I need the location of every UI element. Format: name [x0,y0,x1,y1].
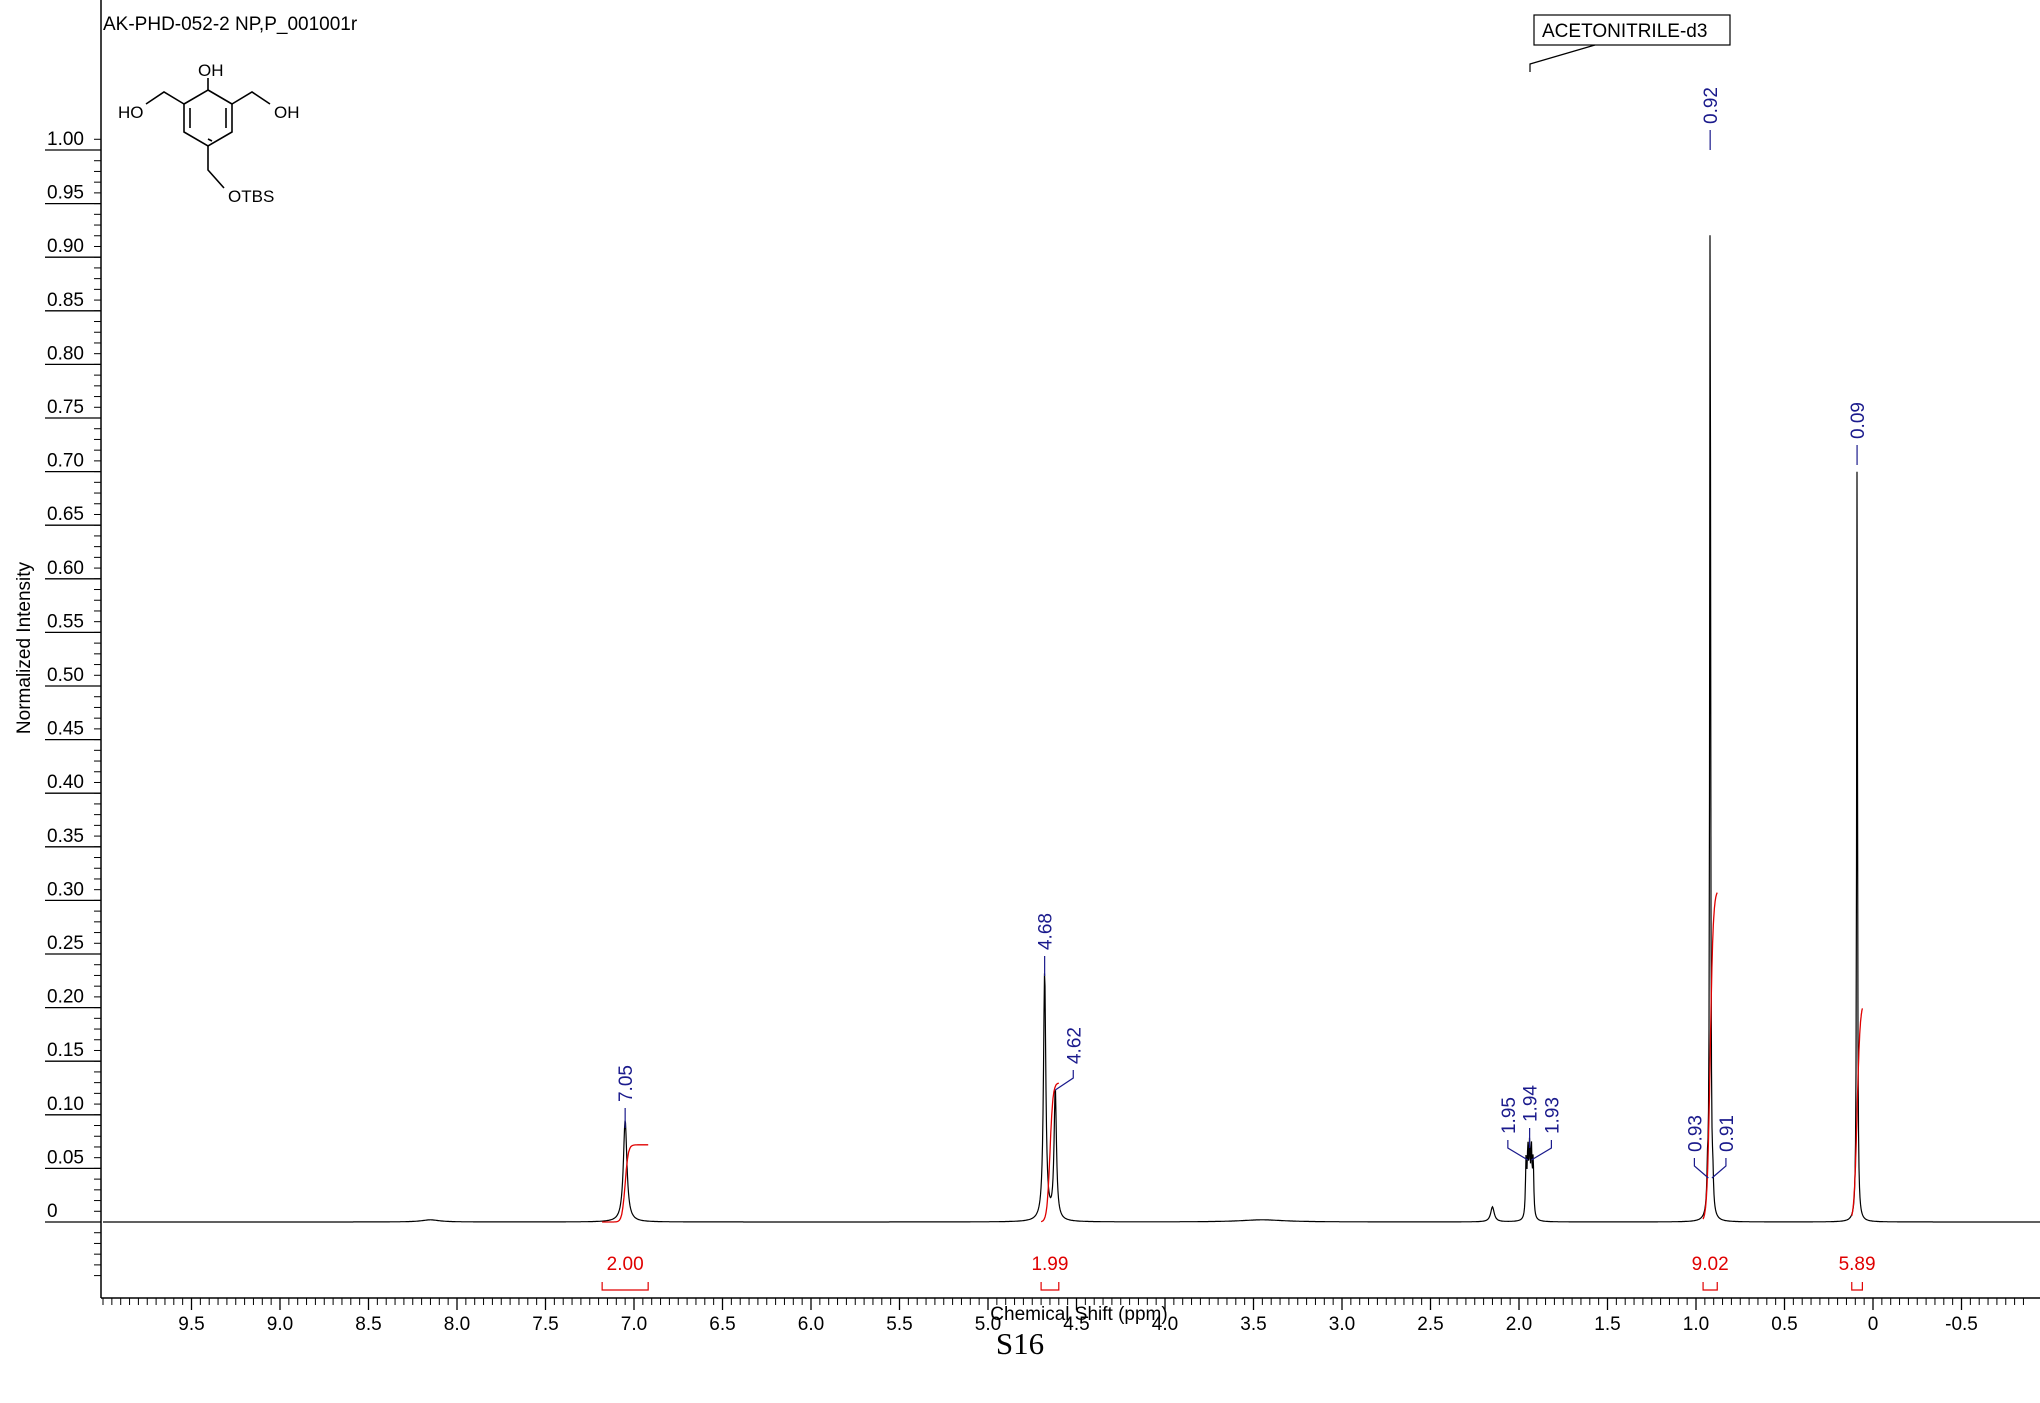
peak-label: 1.95 [1499,1097,1520,1134]
y-tick-label: 0.75 [47,397,84,418]
x-tick-label: 6.0 [798,1314,824,1335]
peak-label: 0.92 [1701,87,1722,124]
y-tick-label: 0.10 [47,1094,84,1115]
y-tick-label: 0.40 [47,772,84,793]
peak-label: 0.91 [1717,1115,1738,1152]
x-tick-label: 1.0 [1683,1314,1709,1335]
x-axis-title: Chemical Shift (ppm) [990,1304,1167,1325]
y-tick-label: 0.25 [47,933,84,954]
solvent-label: ACETONITRILE-d3 [1542,21,1707,42]
y-tick-label: 0.15 [47,1040,84,1061]
peak-label-leader [1054,1070,1074,1091]
x-tick-label: 4.0 [1152,1314,1178,1335]
y-tick-label: 0.20 [47,987,84,1008]
peak-label-leader [1711,1158,1727,1179]
structure-oh-right: OH [274,103,300,122]
integral-curve [1702,892,1718,1220]
x-tick-label: 3.0 [1329,1314,1355,1335]
y-axis-title: Normalized Intensity [14,561,35,734]
x-tick-label: 9.0 [267,1314,293,1335]
y-tick-label: 0.95 [47,183,84,204]
x-tick-label: 6.5 [709,1314,735,1335]
peak-label: 4.62 [1064,1027,1085,1064]
y-tick-label: 0 [47,1201,58,1222]
x-tick-label: 8.0 [444,1314,470,1335]
peak-labels: 7.05 4.68 4.62 1.95 1.94 1.93 0.93 0.92 0.91 0.09 [616,87,1869,1179]
peak-label: 0.09 [1848,402,1869,439]
solvent-label-box [1533,14,1731,46]
x-tick-label: 3.5 [1240,1314,1266,1335]
x-tick-label: 5.5 [886,1314,912,1335]
y-tick-label: 0.30 [47,879,84,900]
x-tick-label: 2.5 [1417,1314,1443,1335]
y-tick-label: 0.90 [47,236,84,257]
chemical-structure [145,78,271,189]
x-axis-ticks: 9.5 9.0 8.5 8.0 7.5 7.0 6.5 6.0 5.5 5.0 4.5 4.0 3.5 3… [102,1298,2024,1335]
integral-value: 1.99 [1031,1254,1068,1275]
integral-curve [1851,1008,1864,1216]
integral-bracket [1040,1282,1060,1291]
x-tick-label: 7.5 [532,1314,558,1335]
integral-bracket [1851,1282,1863,1291]
x-tick-label: 4.5 [1063,1314,1089,1335]
solvent-pointer [1529,44,1596,72]
x-tick-label: 8.5 [355,1314,381,1335]
x-tick-label: -0.5 [1945,1314,1978,1335]
integral-value: 9.02 [1692,1254,1729,1275]
structure-otbs: OTBS [228,187,274,206]
peak-label: 0.93 [1685,1115,1706,1152]
peak-label: 1.94 [1521,1085,1542,1122]
sample-label: AK-PHD-052-2 NP,P_001001r [103,14,358,35]
peak-label: 7.05 [616,1065,637,1102]
page-label: S16 [995,1326,1045,1361]
peak-label-leader [1693,1158,1709,1179]
y-tick-label: 0.60 [47,558,84,579]
x-tick-label: 1.5 [1594,1314,1620,1335]
spectrum-trace [103,235,2040,1223]
peak-label-leader [1531,1140,1552,1161]
structure-ho-left: HO [118,103,144,122]
integral-bracket [601,1282,649,1291]
y-axis-ticks: 1.00 0.95 0.90 0.85 0.80 0.75 0.70 0.65 0.60 0.55… [45,129,101,1277]
integral-curve [1040,1082,1060,1223]
y-tick-label: 0.05 [47,1147,84,1168]
x-tick-label: 2.0 [1506,1314,1532,1335]
integral-curve [602,1144,649,1223]
y-tick-label: 0.80 [47,343,84,364]
integral-value: 5.89 [1839,1254,1876,1275]
peak-label-leader [1507,1140,1529,1161]
y-tick-label: 0.85 [47,290,84,311]
x-tick-label: 0.5 [1771,1314,1797,1335]
y-tick-label: 0.35 [47,826,84,847]
integral-curves: 2.00 1.99 9.02 5.89 [601,892,1876,1291]
peak-label: 1.93 [1542,1097,1563,1134]
integral-bracket [1702,1282,1718,1291]
integral-value: 2.00 [607,1254,644,1275]
peak-label: 4.68 [1036,913,1057,950]
x-tick-label: 5.0 [975,1314,1001,1335]
y-tick-label: 0.55 [47,611,84,632]
y-tick-label: 0.70 [47,451,84,472]
y-tick-label: 1.00 [47,129,84,150]
y-tick-label: 0.65 [47,504,84,525]
x-tick-label: 7.0 [621,1314,647,1335]
x-tick-label: 0 [1868,1314,1879,1335]
structure-oh-top: OH [198,61,224,80]
y-tick-label: 0.45 [47,719,84,740]
x-tick-label: 9.5 [178,1314,204,1335]
axes [100,0,2040,1299]
y-tick-label: 0.50 [47,665,84,686]
